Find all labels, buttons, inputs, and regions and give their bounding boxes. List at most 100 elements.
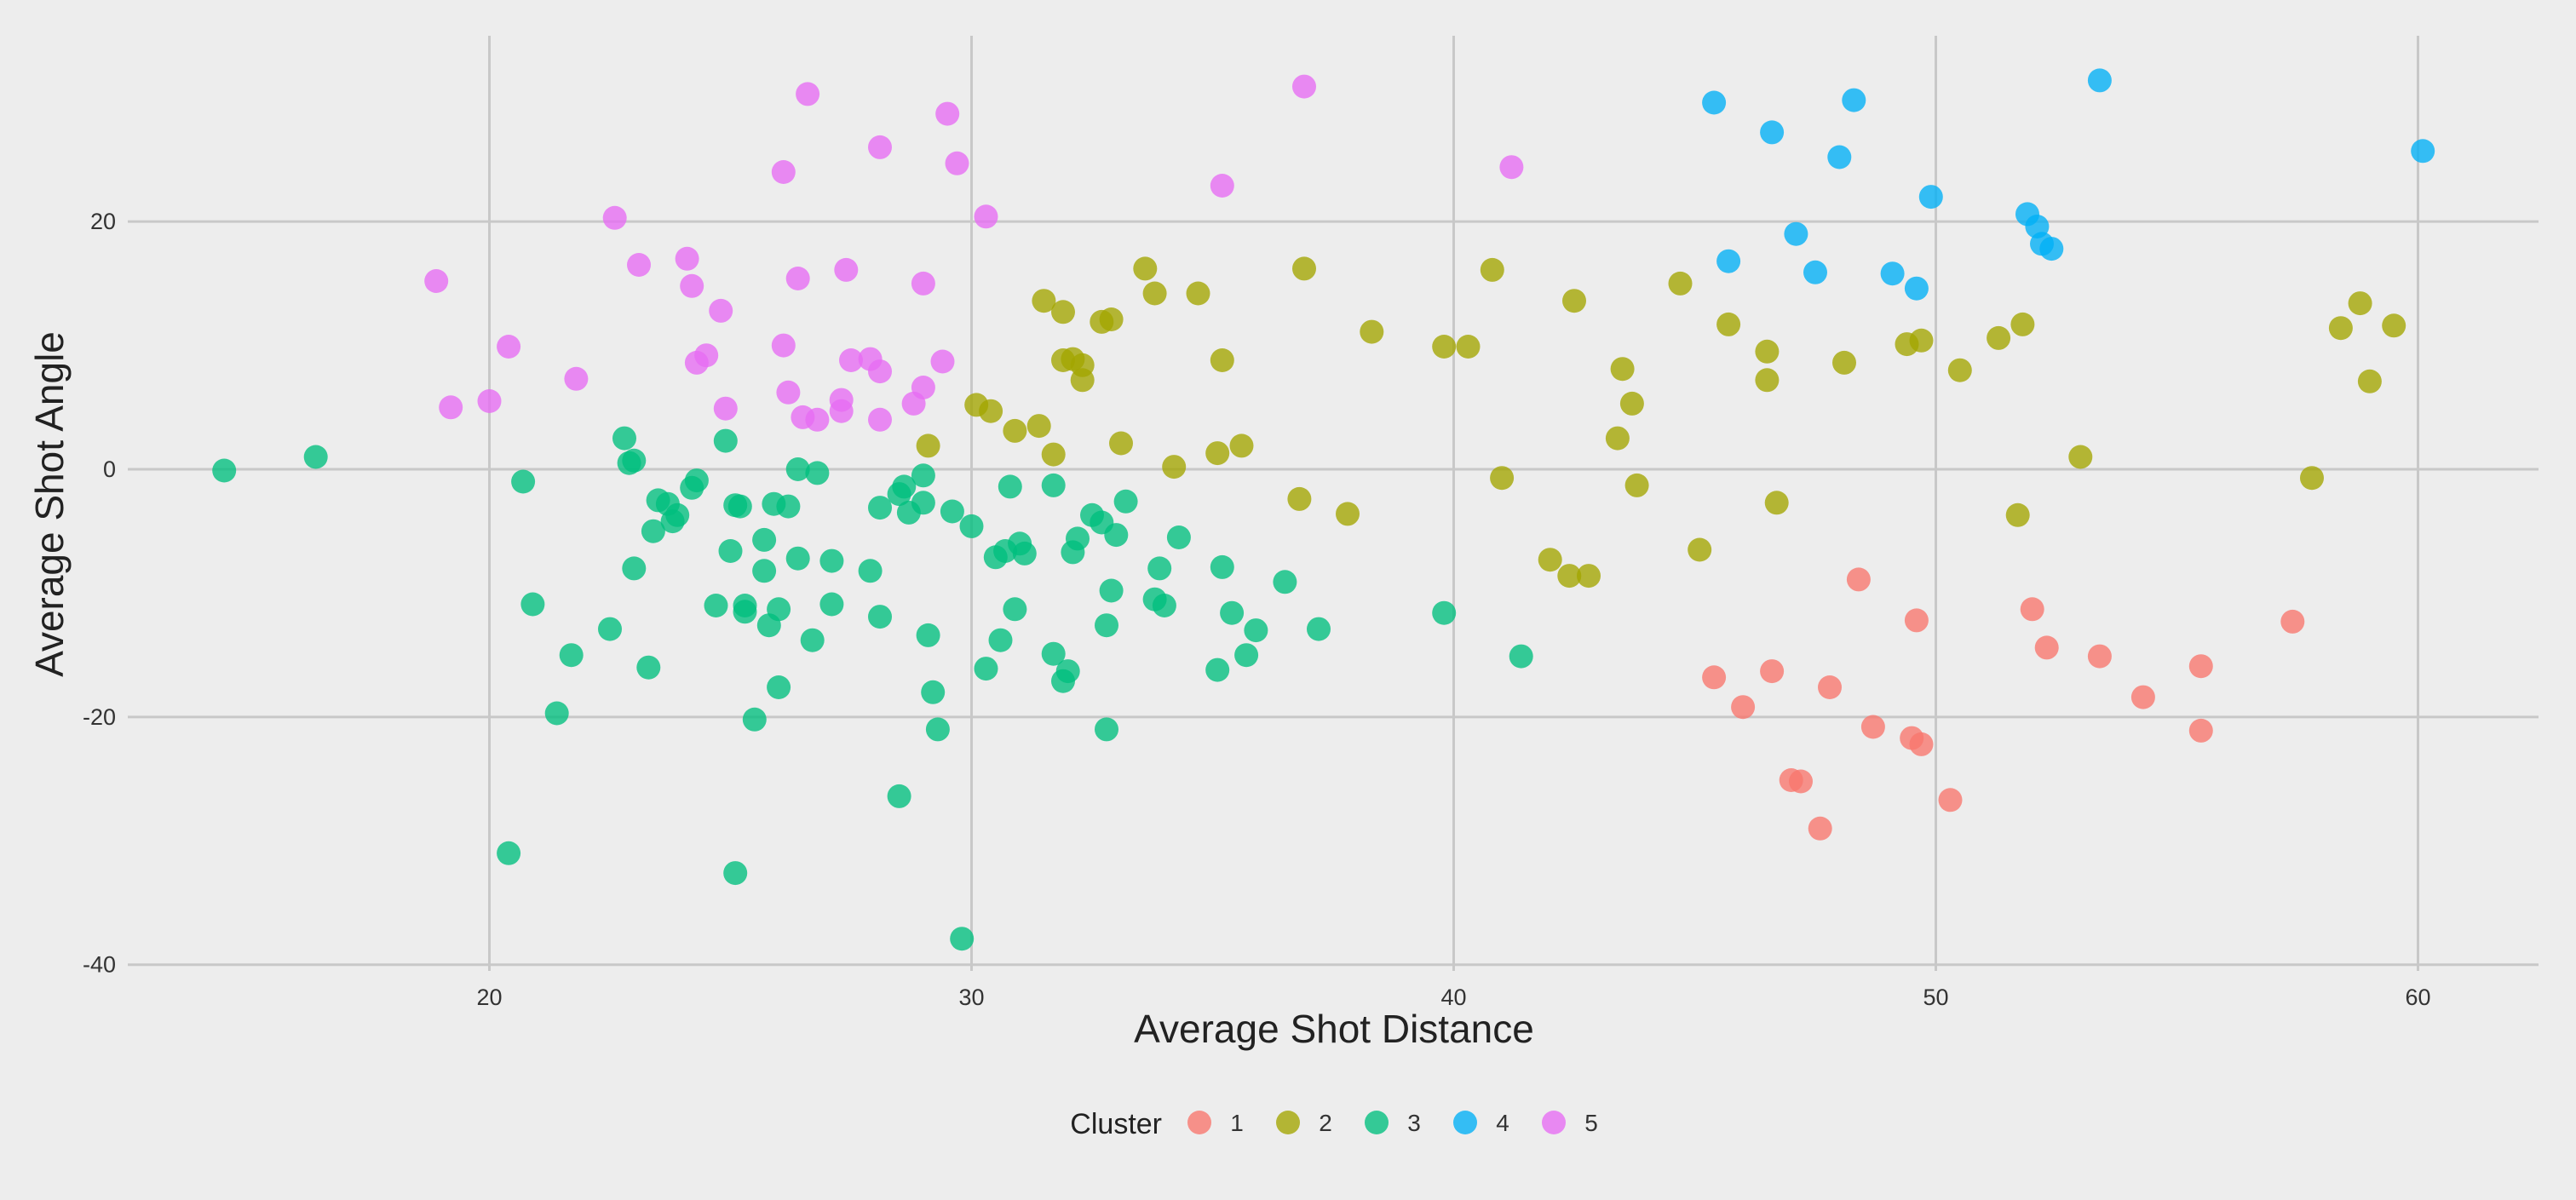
- data-point: [439, 395, 463, 420]
- data-point: [868, 135, 892, 159]
- y-tick-label: 20: [90, 209, 116, 234]
- series-4: [1702, 68, 2435, 301]
- data-point: [1166, 525, 1191, 549]
- data-point: [2087, 644, 2112, 669]
- data-point: [1041, 641, 1066, 666]
- data-point: [1099, 578, 1124, 603]
- data-point: [1731, 695, 1756, 720]
- data-point: [1480, 257, 1504, 282]
- y-tick-label: 0: [103, 456, 116, 482]
- data-point: [868, 605, 892, 629]
- data-point: [2034, 635, 2059, 660]
- data-point: [2188, 654, 2213, 679]
- data-point: [1113, 489, 1138, 514]
- data-point: [559, 643, 584, 668]
- data-point: [2382, 313, 2406, 338]
- data-point: [829, 388, 854, 412]
- data-point: [1336, 502, 1360, 526]
- data-point: [945, 151, 969, 175]
- data-point: [1205, 657, 1230, 682]
- data-point: [2020, 597, 2044, 622]
- data-point: [1220, 600, 1245, 625]
- data-point: [1918, 185, 1943, 210]
- data-point: [1688, 537, 1712, 562]
- data-point: [1292, 256, 1316, 281]
- data-point: [1095, 717, 1118, 742]
- data-point: [2411, 139, 2435, 164]
- data-point: [1432, 335, 1457, 359]
- data-point: [805, 461, 830, 485]
- data-point: [497, 335, 521, 359]
- data-point: [1842, 88, 1866, 112]
- data-point: [1827, 145, 1852, 169]
- legend-label: 5: [1584, 1110, 1598, 1136]
- data-point: [1803, 260, 1827, 284]
- data-point: [785, 457, 810, 481]
- data-point: [1610, 357, 1635, 382]
- data-point: [1003, 418, 1027, 443]
- data-point: [805, 407, 830, 432]
- data-point: [771, 160, 796, 184]
- data-point: [1307, 617, 1331, 641]
- data-point: [2039, 237, 2064, 261]
- data-point: [1702, 665, 1727, 690]
- data-point: [916, 623, 940, 647]
- data-point: [520, 592, 545, 617]
- data-point: [979, 399, 1003, 423]
- data-point: [1244, 618, 1268, 643]
- data-point: [1784, 221, 1808, 246]
- data-point: [1509, 644, 1533, 669]
- data-point: [2348, 291, 2372, 316]
- data-point: [1760, 120, 1785, 145]
- data-point: [930, 349, 955, 374]
- data-point: [2357, 369, 2382, 393]
- data-point: [1624, 473, 1649, 497]
- data-point: [1904, 276, 1929, 301]
- data-point: [2328, 316, 2353, 341]
- data-point: [1668, 271, 1693, 296]
- data-point: [800, 628, 825, 652]
- x-axis-title: Average Shot Distance: [1134, 1007, 1534, 1051]
- data-point: [544, 701, 569, 726]
- data-point: [771, 333, 796, 358]
- data-point: [776, 380, 801, 405]
- data-point: [1041, 473, 1066, 497]
- data-point: [1070, 368, 1095, 393]
- data-point: [887, 784, 911, 808]
- series-3: [212, 426, 1533, 951]
- data-point: [1577, 564, 1601, 589]
- data-point: [1557, 564, 1582, 589]
- x-tick-label: 30: [958, 985, 984, 1010]
- data-point: [665, 502, 690, 527]
- data-point: [1234, 643, 1259, 668]
- data-point: [1764, 491, 1789, 515]
- data-point: [1818, 675, 1842, 699]
- data-point: [1605, 426, 1630, 451]
- data-point: [819, 592, 844, 617]
- legend-marker: [1453, 1111, 1477, 1134]
- data-point: [497, 841, 521, 865]
- data-point: [684, 468, 709, 493]
- data-point: [1904, 608, 1929, 633]
- data-point: [839, 348, 863, 372]
- data-point: [834, 257, 859, 282]
- data-point: [675, 246, 699, 271]
- data-point: [612, 426, 636, 451]
- data-point: [598, 617, 622, 641]
- data-point: [742, 707, 767, 732]
- data-point: [785, 546, 810, 571]
- data-point: [1162, 455, 1187, 479]
- data-point: [1716, 249, 1741, 273]
- data-point: [1210, 554, 1234, 579]
- data-point: [2188, 718, 2213, 743]
- data-point: [1490, 466, 1515, 491]
- data-point: [1789, 769, 1813, 794]
- data-point: [1716, 312, 1741, 336]
- data-point: [212, 458, 237, 483]
- data-point: [424, 269, 449, 293]
- data-point: [1456, 335, 1481, 359]
- data-point: [1755, 368, 1780, 393]
- data-point: [694, 343, 719, 368]
- data-point: [1032, 289, 1056, 313]
- data-point: [477, 389, 502, 413]
